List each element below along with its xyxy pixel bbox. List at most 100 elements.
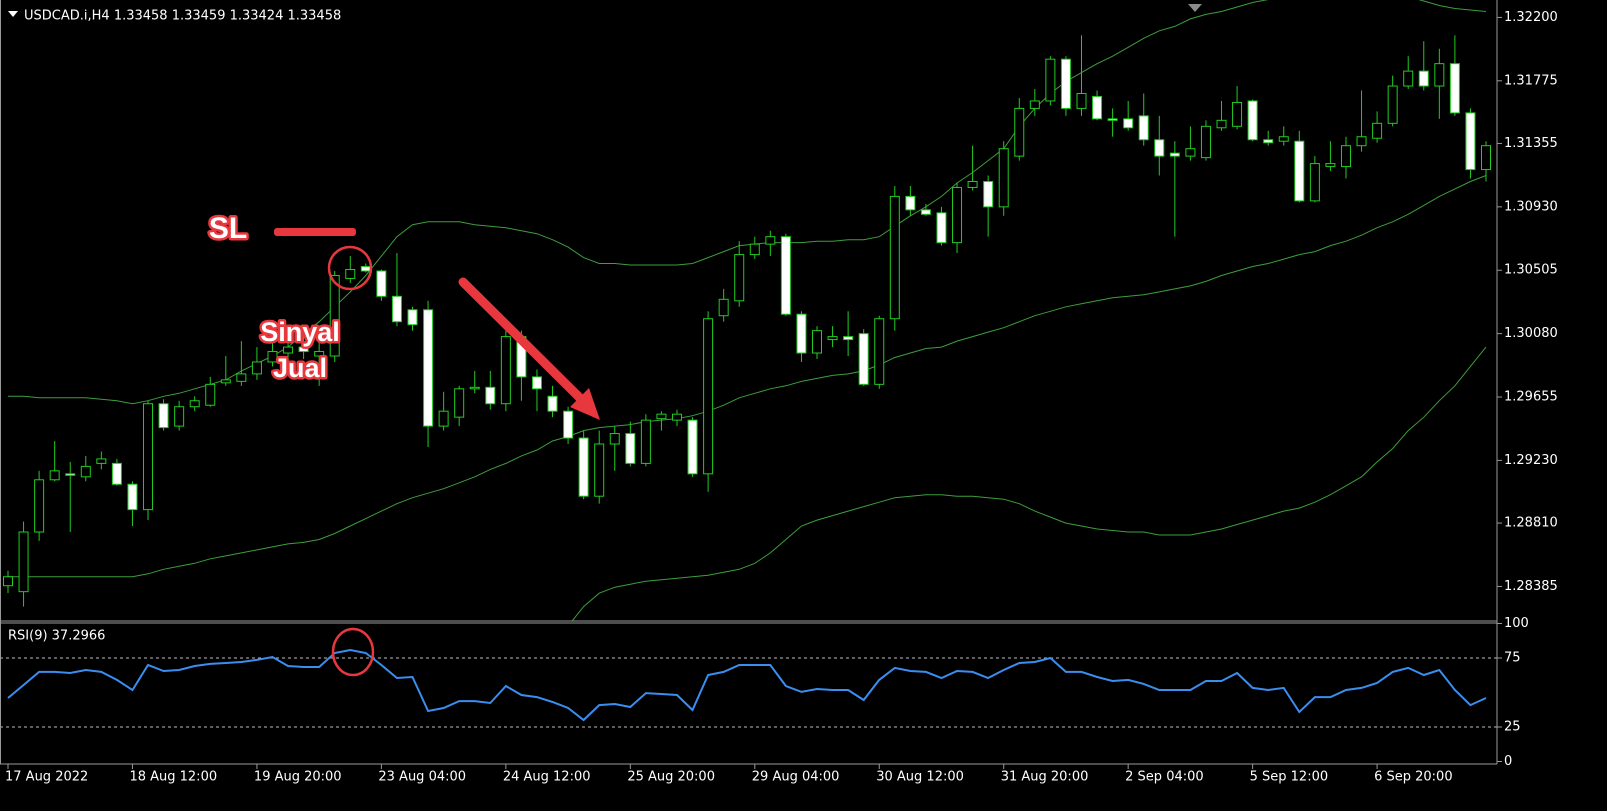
candle-body — [1045, 58, 1056, 102]
candle-body — [127, 483, 138, 511]
x-tick-label: 17 Aug 2022 — [5, 770, 88, 785]
rsi-line — [7, 648, 1487, 722]
candle-body — [1294, 140, 1305, 202]
candle-body — [34, 479, 45, 533]
shift-marker[interactable] — [1188, 4, 1202, 12]
candle-body — [1123, 118, 1134, 129]
menu-arrow[interactable] — [8, 11, 18, 17]
candle-body — [360, 266, 371, 272]
candle-body — [703, 318, 714, 475]
candle-body — [749, 243, 760, 256]
candle-body — [687, 419, 698, 475]
candle-body — [547, 395, 558, 412]
y-tick-label: 1.28810 — [1504, 516, 1558, 531]
candle-body — [485, 386, 496, 405]
bollinger-middle — [8, 175, 1487, 578]
candle-body — [594, 443, 605, 497]
candle-body — [531, 376, 542, 390]
y-tick-label: 25 — [1504, 720, 1521, 735]
y-tick-label: 1.31775 — [1504, 73, 1558, 88]
candle-body — [376, 270, 387, 297]
candle-body — [1434, 63, 1445, 87]
x-tick-label: 6 Sep 20:00 — [1374, 770, 1453, 785]
candle-body — [734, 254, 745, 302]
signal-label: Sinyal — [260, 317, 340, 347]
x-tick-label: 5 Sep 12:00 — [1250, 770, 1329, 785]
candle-body — [407, 309, 418, 326]
candle-body — [1325, 163, 1336, 168]
candle-body — [283, 346, 294, 354]
candle-body — [983, 180, 994, 208]
candle-body — [329, 274, 340, 357]
y-tick-label: 1.30930 — [1504, 199, 1558, 214]
candle-body — [267, 351, 278, 363]
signal-circle — [327, 245, 373, 291]
candle-body — [1263, 139, 1274, 144]
candle-body — [220, 379, 231, 384]
candle-body — [578, 437, 589, 497]
y-tick-label: 75 — [1504, 651, 1521, 666]
candle-body — [500, 336, 511, 405]
rsi-panel — [0, 648, 1497, 728]
sl-line — [274, 228, 356, 236]
candle-body — [656, 413, 667, 420]
candle-body — [1076, 92, 1087, 109]
y-tick-label: 1.30080 — [1504, 326, 1558, 341]
candle-body — [1138, 115, 1149, 141]
rsi-title: RSI(9) 37.2966 — [8, 629, 105, 644]
x-tick-label: 19 Aug 20:00 — [254, 770, 342, 785]
bollinger-lower — [571, 346, 1487, 621]
x-tick-label: 18 Aug 12:00 — [129, 770, 217, 785]
candle-body — [905, 195, 916, 211]
candle-body — [111, 462, 122, 485]
candle-body — [765, 236, 776, 245]
trend-arrow — [458, 277, 585, 403]
candle-body — [423, 309, 434, 427]
candle-body — [143, 403, 154, 511]
rsi-circle — [331, 627, 375, 677]
candle-body — [1060, 58, 1071, 109]
y-tick-label: 1.32200 — [1504, 10, 1558, 25]
candle-body — [718, 298, 729, 317]
candle-body — [1014, 107, 1025, 157]
candle-body — [625, 433, 636, 464]
candle-body — [158, 403, 169, 429]
candle-body — [952, 186, 963, 244]
candle-body — [391, 295, 402, 323]
candle-body — [1340, 145, 1351, 168]
candle-body — [1200, 125, 1211, 159]
candle-body — [889, 195, 900, 320]
candle-body — [1216, 119, 1227, 129]
candle-body — [1278, 136, 1289, 142]
candle-body — [563, 410, 574, 439]
candle-body — [1356, 136, 1367, 147]
candle-body — [1481, 145, 1491, 171]
candle-body — [1154, 139, 1165, 157]
candle-body — [843, 336, 854, 341]
y-tick-label: 1.30505 — [1504, 263, 1558, 278]
candle-body — [205, 383, 216, 406]
candle-body — [3, 576, 13, 587]
y-tick-label: 1.31355 — [1504, 136, 1558, 151]
candle-body — [640, 419, 651, 464]
candle-body — [609, 433, 620, 445]
candle-body — [314, 351, 325, 357]
x-tick-label: 31 Aug 20:00 — [1001, 770, 1089, 785]
candle-body — [1372, 122, 1383, 139]
candle-body — [1107, 118, 1118, 121]
trend-arrow-head — [570, 388, 600, 420]
candle-body — [998, 148, 1009, 208]
x-tick-label: 30 Aug 12:00 — [876, 770, 964, 785]
candle-body — [1387, 85, 1398, 124]
candle-body — [49, 470, 60, 481]
candle-body — [1169, 152, 1180, 157]
y-tick-label: 100 — [1504, 616, 1529, 631]
sl-label: SL — [209, 212, 247, 245]
x-tick-label: 29 Aug 04:00 — [752, 770, 840, 785]
candle-body — [936, 212, 947, 244]
candle-body — [858, 333, 869, 385]
candle-body — [671, 413, 682, 421]
candle-body — [236, 373, 247, 382]
